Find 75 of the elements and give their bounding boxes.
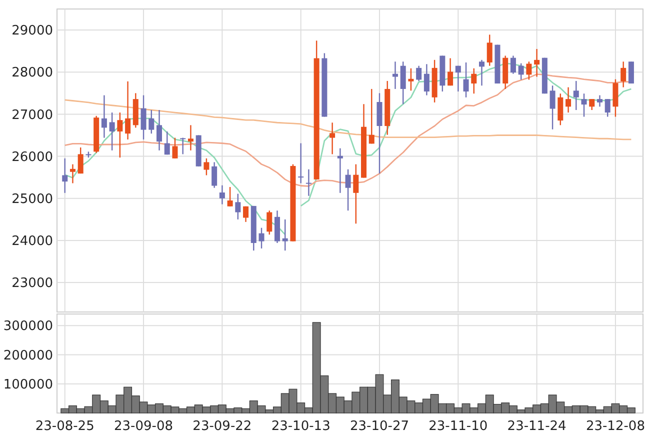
candlestick <box>526 61 532 80</box>
candlestick <box>306 168 312 196</box>
y-tick-label: 28000 <box>12 66 53 81</box>
candlestick <box>337 148 343 194</box>
x-tick-label: 23-11-10 <box>428 419 488 434</box>
candlestick <box>282 218 288 252</box>
candlestick <box>628 61 634 84</box>
y-tick-label: 27000 <box>12 108 53 123</box>
x-tick-label: 23-09-22 <box>192 419 252 434</box>
candlestick <box>204 158 210 176</box>
candlestick <box>448 58 454 86</box>
candlestick <box>550 84 556 130</box>
y-tick-label: 23000 <box>12 276 53 292</box>
candlestick <box>258 227 264 250</box>
candlestick <box>463 62 469 98</box>
candlestick <box>140 94 146 140</box>
candlestick <box>235 193 241 220</box>
candlestick <box>376 92 382 174</box>
candlestick <box>109 112 115 151</box>
candlestick <box>156 109 162 151</box>
candlestick <box>479 59 485 86</box>
candlestick <box>212 162 218 188</box>
candlestick <box>148 109 154 134</box>
candlestick <box>620 61 626 88</box>
candlestick <box>573 80 579 111</box>
y-tick-label: 26000 <box>12 150 53 165</box>
candlestick <box>125 80 131 140</box>
candlestick <box>78 146 84 174</box>
candlestick <box>612 78 618 118</box>
candlestick <box>486 34 492 66</box>
y-tick-label: 24000 <box>12 234 53 250</box>
x-tick-label: 23-08-25 <box>35 419 94 434</box>
x-tick-label: 23-09-08 <box>114 419 174 434</box>
candlestick <box>62 158 68 194</box>
y-tick-label: 100000 <box>3 377 53 392</box>
candlestick <box>164 130 170 156</box>
candlestick <box>392 61 398 90</box>
candlestick <box>330 122 336 155</box>
candlestick <box>510 55 516 74</box>
candlestick <box>243 206 249 223</box>
candlestick <box>172 137 178 159</box>
x-tick-label: 23-11-24 <box>507 419 566 434</box>
candlestick <box>424 64 430 96</box>
candlestick <box>353 164 359 224</box>
candlestick <box>416 65 422 82</box>
candlestick <box>566 86 572 114</box>
candlestick <box>518 62 524 80</box>
candlestick <box>70 164 76 184</box>
candlestick <box>581 92 587 118</box>
candlestick <box>471 68 477 94</box>
x-tick-label: 23-10-13 <box>271 419 330 434</box>
candlestick <box>408 68 414 92</box>
candlestick <box>589 98 595 111</box>
candlestick <box>298 142 304 184</box>
x-tick-label: 23-10-27 <box>350 419 410 434</box>
candlestick <box>345 168 351 212</box>
candlestick <box>180 137 186 155</box>
candlestick <box>558 92 564 126</box>
candlestick <box>604 98 610 118</box>
candlestick <box>188 124 194 151</box>
candlestick <box>400 61 406 105</box>
candlestick <box>455 65 461 92</box>
x-tick-label: 23-12-08 <box>586 419 645 434</box>
y-tick-label: 29000 <box>12 24 53 39</box>
candlestick <box>368 88 374 144</box>
y-tick-label: 200000 <box>3 348 53 364</box>
candlestick <box>266 210 272 236</box>
candlestick <box>219 184 225 205</box>
y-tick-label: 25000 <box>12 192 53 207</box>
candlestick <box>534 48 540 78</box>
y-tick-label: 300000 <box>3 319 53 334</box>
candlestick <box>117 112 123 158</box>
candlestick <box>101 94 107 138</box>
candlestick <box>227 186 233 207</box>
candlestick <box>596 94 602 108</box>
